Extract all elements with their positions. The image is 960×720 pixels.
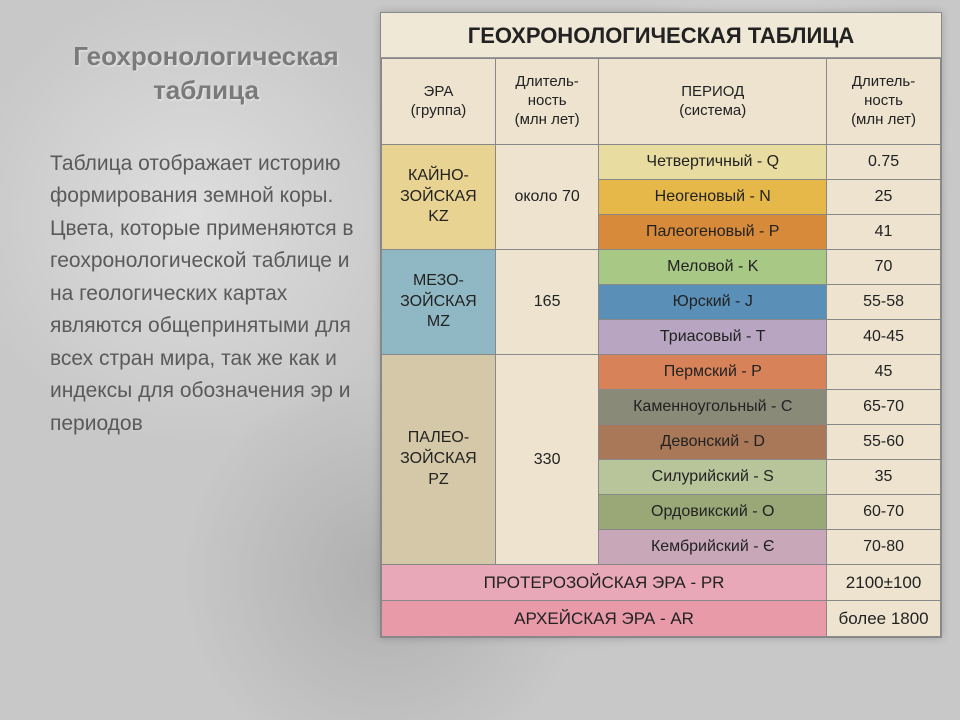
period-duration-cell: 40-45 [827,320,941,355]
period-duration-cell: 25 [827,180,941,215]
table-title: ГЕОХРОНОЛОГИЧЕСКАЯ ТАБЛИЦА [381,13,941,58]
bottom-era-duration: 2100±100 [827,565,941,601]
period-cell: Силурийский - S [599,460,827,495]
period-cell: Триасовый - T [599,320,827,355]
era-duration-cell: 330 [495,355,599,565]
period-cell: Неогеновый - N [599,180,827,215]
period-duration-cell: 55-60 [827,425,941,460]
bottom-era-duration: более 1800 [827,601,941,637]
period-duration-cell: 60-70 [827,495,941,530]
period-duration-cell: 41 [827,215,941,250]
table-row: КАЙНО-ЗОЙСКАЯKZоколо 70Четвертичный - Q0… [382,145,941,180]
geochronological-table: ГЕОХРОНОЛОГИЧЕСКАЯ ТАБЛИЦА ЭРА(группа) Д… [380,12,942,638]
bottom-era-row: ПРОТЕРОЗОЙСКАЯ ЭРА - PR2100±100 [382,565,941,601]
period-cell: Четвертичный - Q [599,145,827,180]
description-text: Таблица отображает историю формирования … [50,148,362,441]
period-duration-cell: 70 [827,250,941,285]
period-duration-cell: 45 [827,355,941,390]
era-duration-cell: около 70 [495,145,599,250]
page-title: Геохронологическая таблица [50,40,362,108]
header-dur1: Длитель-ность(млн лет) [495,59,599,145]
period-cell: Ордовикский - O [599,495,827,530]
period-cell: Меловой - K [599,250,827,285]
era-cell: МЕЗО-ЗОЙСКАЯMZ [382,250,496,355]
header-dur2: Длитель-ность(млн лет) [827,59,941,145]
period-cell: Девонский - D [599,425,827,460]
period-cell: Кембрийский - Є [599,530,827,565]
period-cell: Юрский - J [599,285,827,320]
bottom-era-label: АРХЕЙСКАЯ ЭРА - AR [382,601,827,637]
left-panel: Геохронологическая таблица Таблица отобр… [0,0,380,720]
table-row: МЕЗО-ЗОЙСКАЯMZ165Меловой - K70 [382,250,941,285]
period-cell: Палеогеновый - P [599,215,827,250]
table-row: ПАЛЕО-ЗОЙСКАЯPZ330Пермский - P45 [382,355,941,390]
period-duration-cell: 35 [827,460,941,495]
bottom-era-label: ПРОТЕРОЗОЙСКАЯ ЭРА - PR [382,565,827,601]
period-duration-cell: 70-80 [827,530,941,565]
period-cell: Пермский - P [599,355,827,390]
period-duration-cell: 65-70 [827,390,941,425]
header-period: ПЕРИОД(система) [599,59,827,145]
period-cell: Каменноугольный - C [599,390,827,425]
period-duration-cell: 55-58 [827,285,941,320]
header-era: ЭРА(группа) [382,59,496,145]
bottom-era-row: АРХЕЙСКАЯ ЭРА - ARболее 1800 [382,601,941,637]
period-duration-cell: 0.75 [827,145,941,180]
data-table: ЭРА(группа) Длитель-ность(млн лет) ПЕРИО… [381,58,941,637]
era-cell: КАЙНО-ЗОЙСКАЯKZ [382,145,496,250]
era-duration-cell: 165 [495,250,599,355]
right-panel: ГЕОХРОНОЛОГИЧЕСКАЯ ТАБЛИЦА ЭРА(группа) Д… [380,0,960,720]
era-cell: ПАЛЕО-ЗОЙСКАЯPZ [382,355,496,565]
table-header-row: ЭРА(группа) Длитель-ность(млн лет) ПЕРИО… [382,59,941,145]
